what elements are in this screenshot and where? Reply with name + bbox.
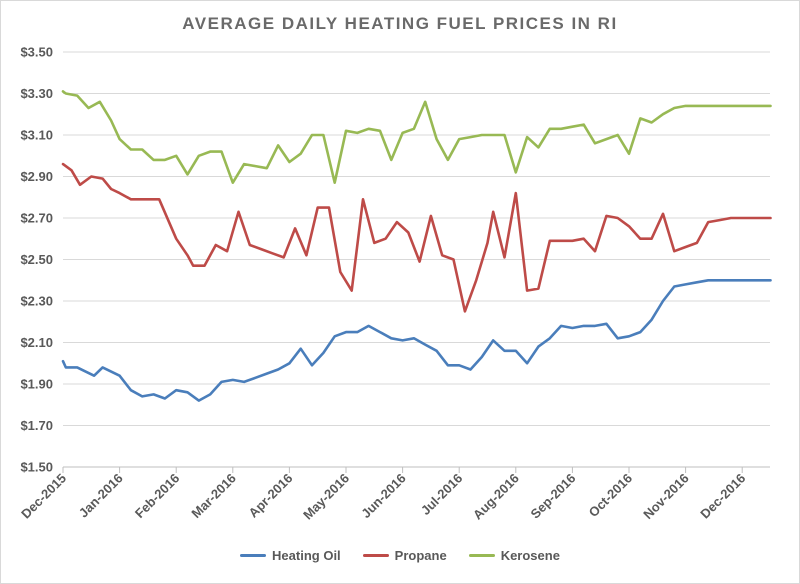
x-tick-label: Jul-2016: [418, 471, 465, 518]
gridlines: [63, 51, 770, 426]
legend-swatch-kerosene: [468, 554, 495, 557]
y-tick-label: $1.70: [20, 418, 53, 433]
legend-label-kerosene: Kerosene: [500, 548, 560, 563]
legend: Heating Oil Propane Kerosene: [0, 548, 800, 563]
y-tick-label: $3.30: [20, 86, 53, 101]
x-tick-label: Oct-2016: [586, 471, 635, 520]
x-tick-label: Apr-2016: [246, 471, 296, 521]
legend-item-heating-oil: Heating Oil: [240, 548, 341, 563]
y-tick-label: $2.30: [20, 294, 53, 309]
legend-item-kerosene: Kerosene: [468, 548, 560, 563]
series-lines: [61, 90, 772, 402]
x-tick-label: Jun-2016: [358, 471, 408, 521]
y-tick-label: $2.50: [20, 252, 53, 267]
legend-swatch-propane: [362, 554, 389, 557]
y-tick-label: $1.90: [20, 377, 53, 392]
chart-title: AVERAGE DAILY HEATING FUEL PRICES IN RI: [182, 14, 618, 33]
x-tick-label: May-2016: [300, 471, 352, 523]
y-tick-label: $2.70: [20, 211, 53, 226]
legend-label-propane: Propane: [394, 548, 447, 563]
y-tick-label: $1.50: [20, 460, 53, 475]
legend-item-propane: Propane: [362, 548, 447, 563]
x-axis-ticks: Dec-2015 Jan-2016 Feb-2016 Mar-2016 Apr-2016…: [18, 467, 748, 523]
y-tick-label: $3.50: [20, 45, 53, 60]
legend-label-heating-oil: Heating Oil: [272, 548, 341, 563]
x-tick-label: Feb-2016: [132, 471, 182, 521]
x-tick-label: Sep-2016: [528, 471, 579, 522]
x-tick-label: Dec-2016: [697, 471, 748, 522]
legend-swatch-heating-oil: [240, 554, 267, 557]
y-tick-label: $3.10: [20, 128, 53, 143]
x-tick-label: Nov-2016: [640, 471, 691, 522]
x-tick-label: Mar-2016: [188, 471, 238, 521]
series-line-heating-oil: [61, 278, 772, 402]
y-tick-label: $2.10: [20, 335, 53, 350]
y-tick-label: $2.90: [20, 169, 53, 184]
series-line-kerosene: [61, 90, 772, 184]
x-tick-label: Dec-2015: [18, 471, 69, 522]
y-axis-ticks: $1.50 $1.70 $1.90 $2.10 $2.30 $2.50 $2.70 $2.90…: [20, 45, 53, 475]
series-line-propane: [61, 162, 772, 313]
x-tick-label: Jan-2016: [76, 471, 126, 521]
x-tick-label: Aug-2016: [470, 471, 522, 523]
